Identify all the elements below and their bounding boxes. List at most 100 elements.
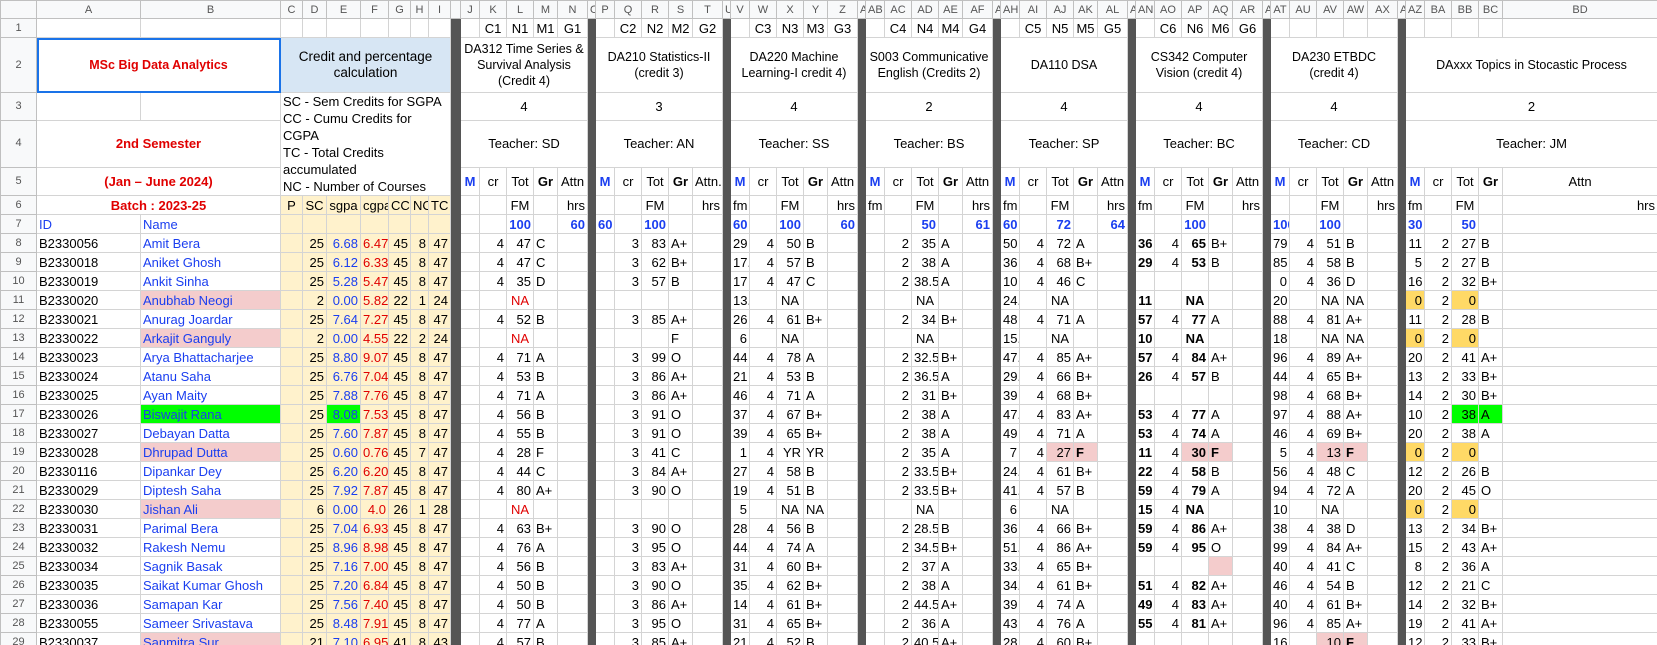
credit-cell[interactable]: 4 (1289, 385, 1317, 405)
credit-cell[interactable]: 4 (749, 252, 777, 272)
mark-cell[interactable]: 18 (1270, 328, 1290, 348)
total-cell[interactable]: 50 (776, 233, 804, 253)
course-code-cell[interactable]: M2 (668, 18, 693, 38)
column-divider[interactable] (857, 195, 866, 215)
grade-cell[interactable]: A+ (668, 556, 693, 576)
full-marks-cell[interactable] (1154, 214, 1182, 234)
column-divider[interactable] (1262, 347, 1271, 367)
attendance-cell[interactable] (827, 613, 858, 633)
sc-cell[interactable]: 25 (302, 309, 327, 329)
attendance-cell[interactable] (1232, 556, 1263, 576)
mark-cell[interactable]: 16 (1270, 632, 1290, 645)
mark-cell[interactable]: 96 (1270, 347, 1290, 367)
mark-cell[interactable]: 15 (1135, 499, 1155, 519)
attendance-cell[interactable] (1367, 480, 1398, 500)
cell[interactable] (140, 91, 281, 122)
grade-cell[interactable]: B+ (1073, 518, 1098, 538)
full-marks-cell[interactable]: 100 (506, 214, 534, 234)
total-cell[interactable]: 85 (1046, 347, 1074, 367)
credit-cell[interactable]: 4 (479, 480, 507, 500)
full-marks-cell[interactable]: 72 (1046, 214, 1074, 234)
credit-cell[interactable]: 4 (1289, 252, 1317, 272)
column-divider[interactable] (722, 385, 731, 405)
p-cell[interactable] (280, 575, 303, 595)
attendance-cell[interactable] (1232, 613, 1263, 633)
total-cell[interactable]: 38 (911, 252, 939, 272)
mark-cell[interactable]: 13.5 (730, 290, 750, 310)
total-cell[interactable]: 85 (641, 309, 669, 329)
column-divider[interactable] (587, 347, 596, 367)
tc-cell[interactable]: 24 (428, 290, 451, 310)
attendance-cell[interactable] (962, 537, 993, 557)
mark-cell[interactable] (595, 442, 615, 462)
column-divider[interactable] (450, 271, 461, 291)
column-header[interactable]: AC (884, 0, 912, 19)
course-subheader[interactable]: Gr (668, 166, 693, 197)
credit-cell[interactable]: 4 (479, 594, 507, 614)
total-cell[interactable]: 68 (1046, 385, 1074, 405)
attendance-cell[interactable] (692, 404, 723, 424)
column-divider[interactable] (992, 290, 1001, 310)
column-divider[interactable] (1397, 120, 1406, 168)
column-divider[interactable] (992, 461, 1001, 481)
course-title[interactable]: DA230 ETBDC (credit 4) (1270, 37, 1398, 93)
total-cell[interactable]: 81 (1316, 309, 1344, 329)
grade-cell[interactable] (1343, 499, 1368, 519)
attendance-cell[interactable] (827, 309, 858, 329)
column-divider[interactable] (1397, 594, 1406, 614)
column-divider[interactable] (587, 366, 596, 386)
credit-cell[interactable]: 3 (614, 233, 642, 253)
course-teacher[interactable]: Teacher: AN (595, 120, 723, 168)
mark-cell[interactable]: 20 (1405, 480, 1425, 500)
credit-cell[interactable]: 2 (884, 632, 912, 645)
attendance-cell[interactable] (827, 347, 858, 367)
credit-cell[interactable] (1289, 632, 1317, 645)
cgpa-cell[interactable]: 7.76 (360, 385, 389, 405)
credit-cell[interactable]: 4 (749, 556, 777, 576)
course-code-cell[interactable]: M4 (938, 18, 963, 38)
total-cell[interactable]: 90 (641, 480, 669, 500)
cgpa-cell[interactable]: 5.82 (360, 290, 389, 310)
sc-cell[interactable]: 6 (302, 499, 327, 519)
grade-cell[interactable]: A (1073, 309, 1098, 329)
sc-cell[interactable]: 21 (302, 632, 327, 645)
tc-cell[interactable]: 47 (428, 423, 451, 443)
mark-cell[interactable] (865, 480, 885, 500)
total-cell[interactable]: 86 (641, 385, 669, 405)
attendance-cell[interactable] (557, 461, 588, 481)
mark-cell[interactable]: 10 (1270, 499, 1290, 519)
tc-cell[interactable]: 24 (428, 328, 451, 348)
attendance-cell[interactable] (557, 499, 588, 519)
column-divider[interactable] (722, 594, 731, 614)
column-divider[interactable] (1127, 575, 1136, 595)
sc-cell[interactable]: 25 (302, 575, 327, 595)
total-cell[interactable]: YR (776, 442, 804, 462)
mark-cell[interactable] (460, 309, 480, 329)
column-divider[interactable] (450, 252, 461, 272)
full-marks-cell[interactable]: 100 (776, 214, 804, 234)
attendance-cell[interactable] (827, 252, 858, 272)
attendance-cell[interactable] (1367, 575, 1398, 595)
column-divider[interactable] (1127, 404, 1136, 424)
row-header[interactable]: 11 (0, 290, 37, 310)
attendance-cell[interactable] (1097, 252, 1128, 272)
tc-cell[interactable]: 47 (428, 271, 451, 291)
cell[interactable] (280, 18, 303, 38)
student-id[interactable]: B2330032 (36, 537, 141, 557)
column-header[interactable]: BA (1424, 0, 1452, 19)
attendance-cell[interactable] (692, 309, 723, 329)
mark-cell[interactable] (865, 442, 885, 462)
grade-cell[interactable] (533, 328, 558, 348)
total-cell[interactable]: 71 (506, 385, 534, 405)
column-divider[interactable] (722, 271, 731, 291)
cgpa-cell[interactable]: 7.00 (360, 556, 389, 576)
mark-cell[interactable]: 53 (1135, 423, 1155, 443)
nc-cell[interactable]: 8 (410, 271, 429, 291)
credit-cell[interactable]: 4 (479, 347, 507, 367)
credit-cell[interactable]: 2 (1424, 632, 1452, 645)
grade-cell[interactable] (1208, 271, 1233, 291)
grade-cell[interactable]: B (803, 480, 828, 500)
nc-cell[interactable]: 8 (410, 632, 429, 645)
grade-cell[interactable] (803, 328, 828, 348)
column-divider[interactable] (1397, 347, 1406, 367)
